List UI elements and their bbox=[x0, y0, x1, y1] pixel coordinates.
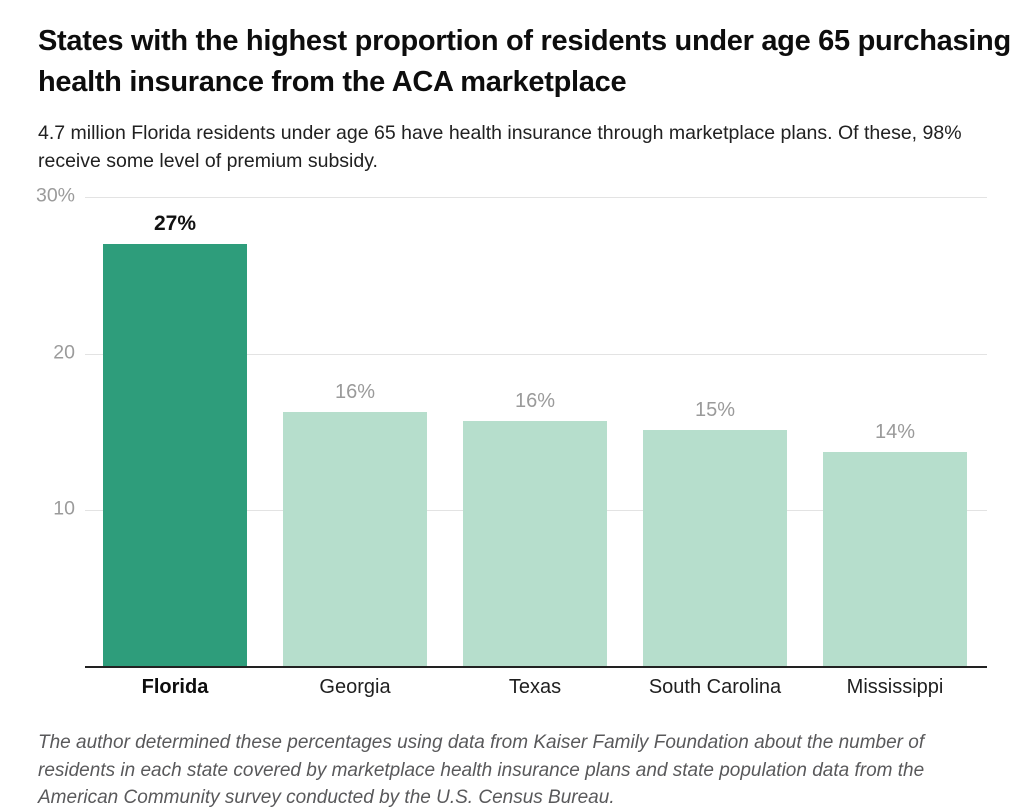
bar-georgia bbox=[283, 411, 427, 667]
y-tick-label-10: 10 bbox=[53, 497, 75, 520]
value-label-mississippi: 14% bbox=[874, 421, 916, 444]
y-tick-label-20: 20 bbox=[53, 341, 75, 364]
x-axis-line bbox=[85, 666, 987, 668]
bar-south-carolina bbox=[643, 430, 787, 667]
x-axis: Florida Georgia Texas South Carolina Mississ… bbox=[85, 676, 987, 704]
y-tick-label-30: 30% bbox=[35, 184, 75, 207]
chart-title: States with the highest proportion of re… bbox=[38, 25, 1011, 99]
source-note: The author determined these percentages … bbox=[38, 732, 925, 809]
x-label-south-carolina: South Carolina bbox=[648, 676, 782, 698]
value-label-texas: 16% bbox=[514, 390, 556, 412]
bar-texas bbox=[463, 421, 607, 667]
value-label-south-carolina: 15% bbox=[694, 399, 736, 422]
value-label-georgia: 16% bbox=[334, 380, 376, 403]
gridline-20 bbox=[85, 353, 987, 355]
bar-mississippi bbox=[823, 452, 967, 667]
bar-florida bbox=[103, 244, 247, 667]
gridline-30 bbox=[85, 197, 987, 198]
x-label-florida: Florida bbox=[141, 676, 209, 698]
x-label-texas: Texas bbox=[508, 676, 562, 698]
plot-area: 30% 20 10 27% 16% 16% 15% 14% bbox=[36, 184, 987, 668]
x-label-georgia: Georgia bbox=[319, 676, 391, 698]
value-label-florida: 27% bbox=[153, 212, 197, 235]
chart-subtitle: 4.7 million Florida residents under age … bbox=[38, 122, 962, 173]
x-label-mississippi: Mississippi bbox=[846, 676, 944, 698]
